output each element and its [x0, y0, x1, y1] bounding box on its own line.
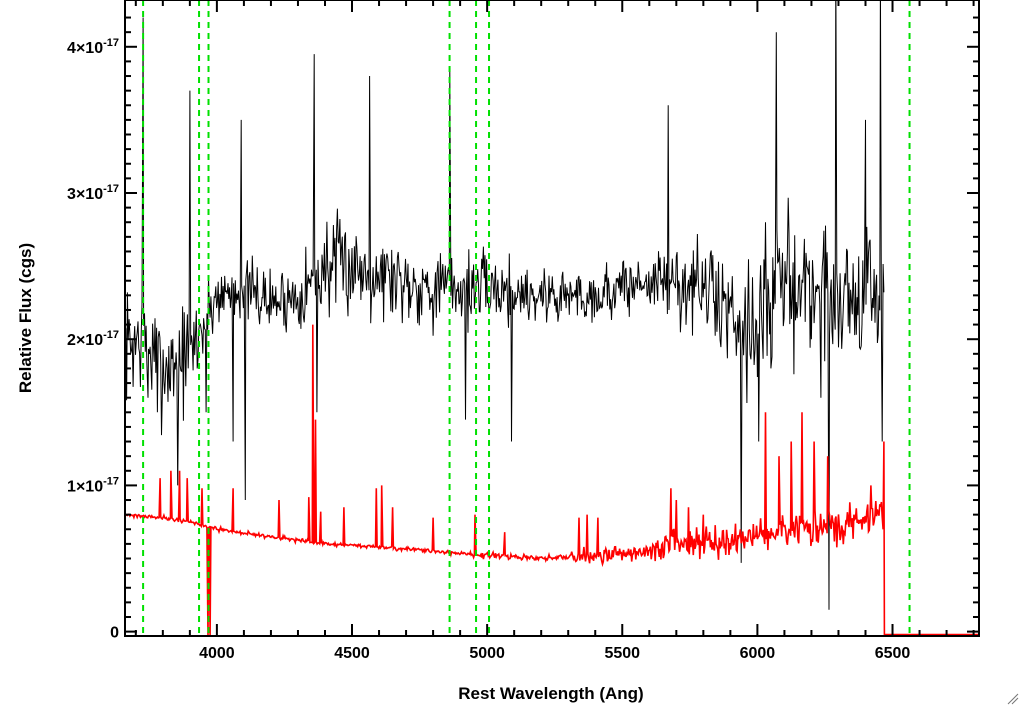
x-axis-title: Rest Wavelength (Ang) — [458, 684, 643, 703]
y-tick-label: 0 — [110, 625, 119, 642]
y-tick-label: 3×10-17 — [67, 183, 119, 203]
y-axis-title: Relative Flux (cgs) — [16, 243, 35, 393]
plot-frame — [124, 0, 980, 637]
x-tick-label: 6500 — [875, 645, 911, 662]
axes-layer — [124, 0, 980, 637]
error-series-line — [124, 324, 979, 637]
y-tick-label: 1×10-17 — [67, 475, 119, 495]
series-layer — [124, 0, 979, 637]
x-tick-label: 5000 — [469, 645, 505, 662]
y-tick-label: 4×10-17 — [67, 37, 119, 57]
labels-layer: 4000 4500 5000 5500 6000 6500 0 1×10-17 2×10-17 3… — [67, 37, 910, 662]
resize-grip-icon[interactable] — [1007, 693, 1019, 705]
x-tick-label: 4500 — [334, 645, 370, 662]
x-tick-label: 6000 — [740, 645, 776, 662]
spectrum-series-line — [124, 0, 885, 610]
x-tick-label: 4000 — [199, 645, 235, 662]
y-tick-label: 2×10-17 — [67, 329, 119, 349]
x-tick-label: 5500 — [604, 645, 640, 662]
